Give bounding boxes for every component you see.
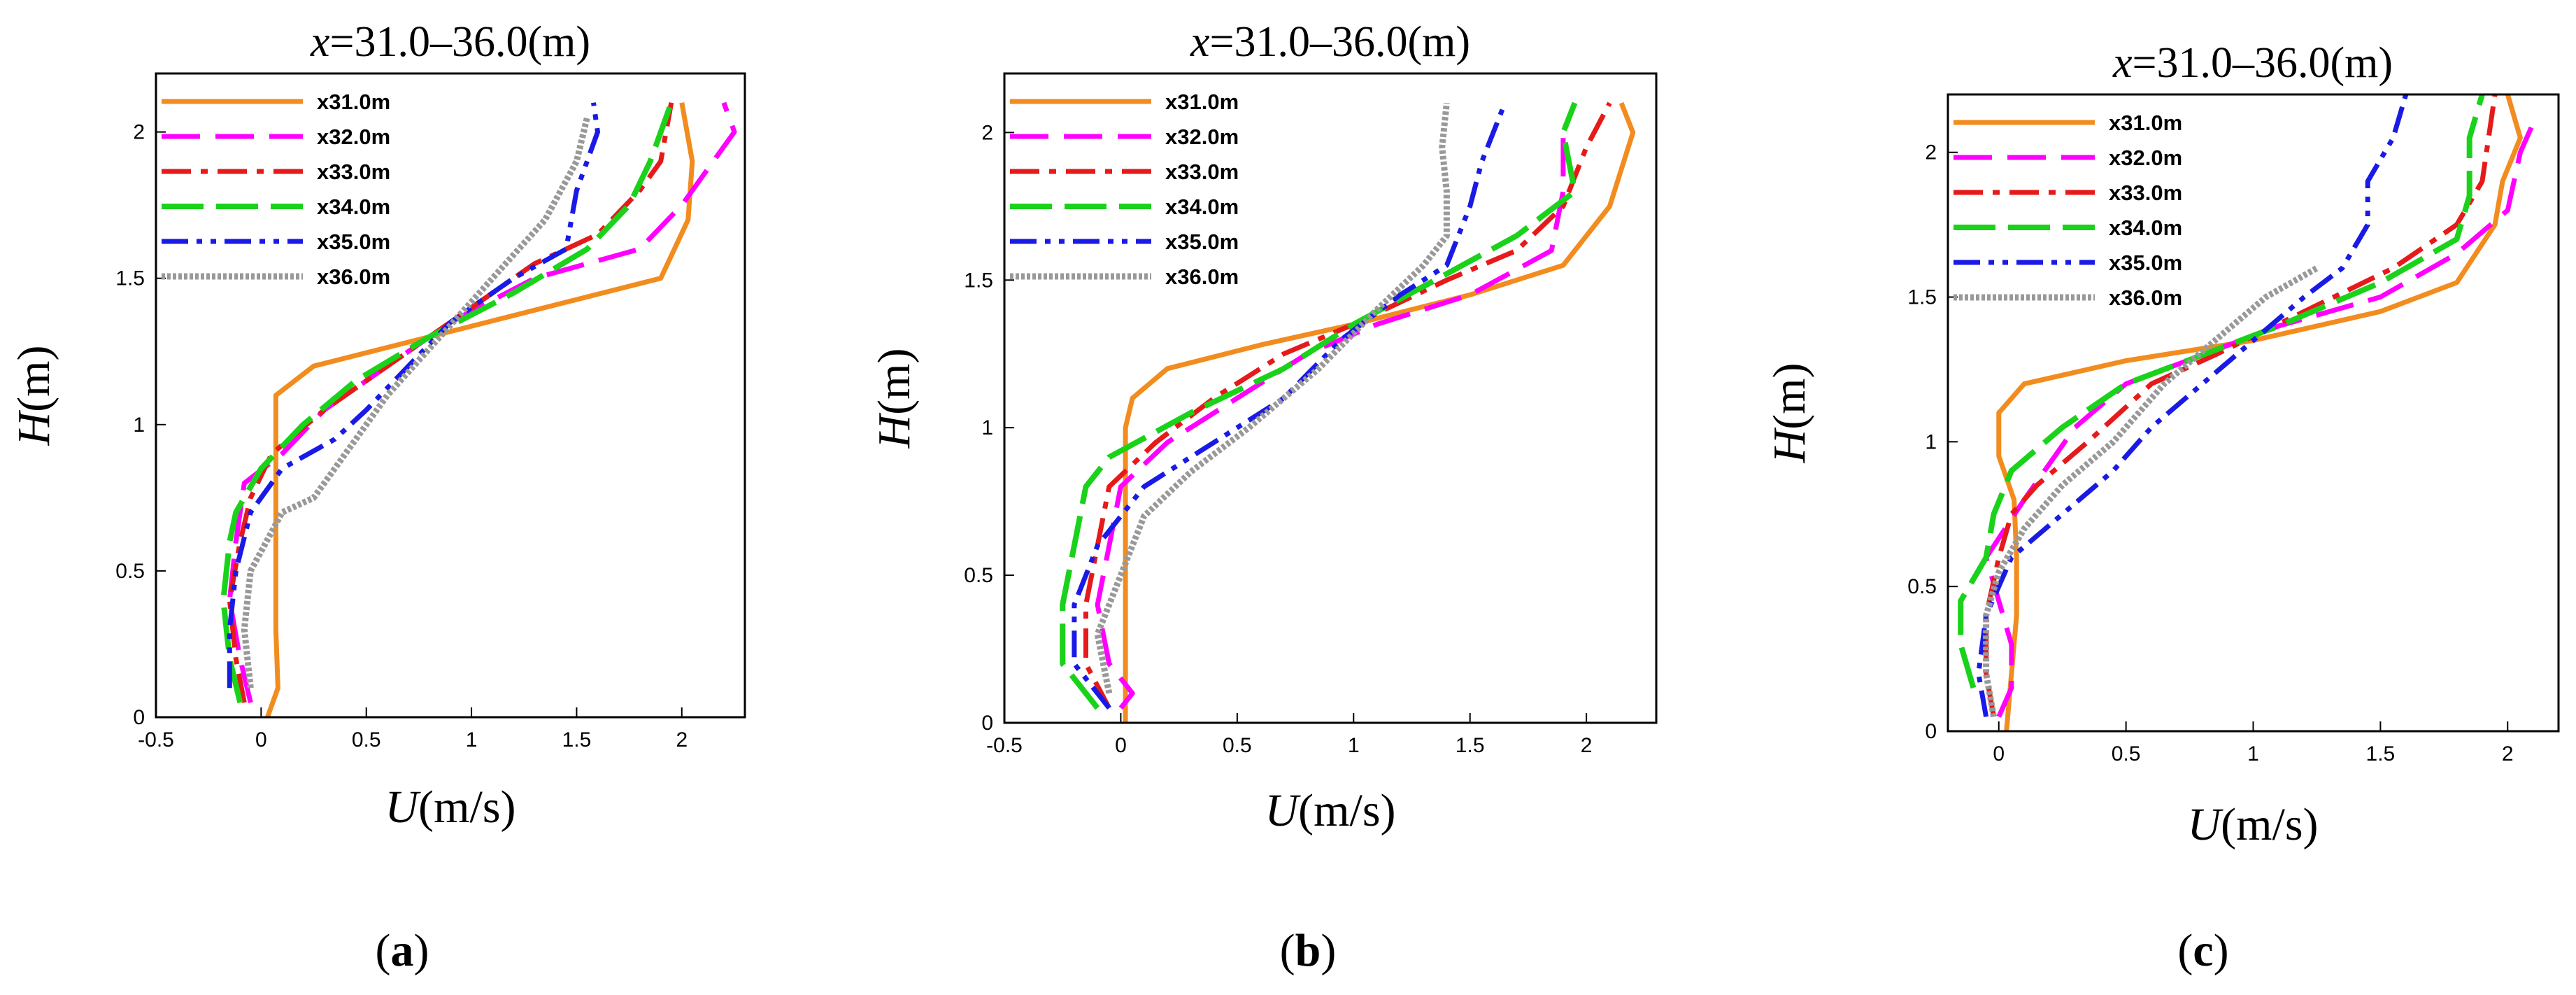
y-tick-label: 0.5 xyxy=(964,564,993,587)
legend-entry-x32-0m: x32.0m xyxy=(317,125,390,149)
x-tick-label: 1.5 xyxy=(562,728,592,751)
x-tick-label: 0 xyxy=(1115,734,1127,757)
chart-panel-1: -0.5 0 0.5 1 1.5 200.511.52x=31.0–36.0(m)U(m/… xyxy=(8,18,746,976)
x-tick-label: 2 xyxy=(2502,742,2514,765)
x-tick-label: 1 xyxy=(2247,742,2259,765)
legend-entry-x33-0m: x33.0m xyxy=(2109,181,2182,205)
series-line-x31-0m xyxy=(1996,94,2523,731)
series-line-x32-0m xyxy=(227,101,737,703)
series-group xyxy=(1060,101,1636,723)
legend-entry-x36-0m: x36.0m xyxy=(317,264,390,289)
series-line-x36-0m xyxy=(1983,265,2319,718)
legend-entry-x32-0m: x32.0m xyxy=(2109,146,2182,170)
y-tick-label: 1.5 xyxy=(115,267,145,290)
legend-entry-x36-0m: x36.0m xyxy=(2109,285,2182,310)
legend-entry-x35-0m: x35.0m xyxy=(317,230,390,254)
x-axis-label: U(m/s) xyxy=(385,782,516,833)
x-axis-label: U(m/s) xyxy=(2188,799,2319,850)
series-line-x33-0m xyxy=(227,102,674,703)
series-line-x31-0m xyxy=(265,102,695,717)
legend-entry-x32-0m: x32.0m xyxy=(1165,125,1239,149)
x-tick-label: 1.5 xyxy=(2366,742,2396,765)
x-tick-label: 2 xyxy=(676,728,688,751)
x-tick-label: 0 xyxy=(255,728,267,751)
legend-entry-x31-0m: x31.0m xyxy=(2109,111,2182,135)
y-axis-label: H(m) xyxy=(1764,363,1815,464)
series-line-x35-0m xyxy=(1072,101,1507,710)
series-line-x32-0m xyxy=(1984,122,2535,718)
y-tick-label: 1 xyxy=(981,416,993,439)
y-tick-label: 1.5 xyxy=(1907,286,1937,309)
panel-label: (a) xyxy=(376,925,429,976)
y-tick-label: 0.5 xyxy=(1907,575,1937,598)
chart-title: x=31.0–36.0(m) xyxy=(310,18,590,66)
series-line-x33-0m xyxy=(1984,94,2498,717)
series-line-x34-0m xyxy=(1060,101,1578,710)
plot-frame xyxy=(1003,72,1658,724)
chart-panel-3: 0 0.5 1 1.5 2 0 0.5 1 1.5 2 x=31.0–36.0(m) U(m/s) H(… xyxy=(1764,39,2560,976)
x-tick-label: 1.5 xyxy=(1456,734,1485,757)
x-tick-label: 0.5 xyxy=(1223,734,1252,757)
x-tick-label: 0 xyxy=(1993,742,2005,765)
x-tick-label: -0.5 xyxy=(986,734,1023,757)
y-tick-label: 2 xyxy=(1925,141,1937,164)
series-line-x34-0m xyxy=(1958,94,2485,689)
legend-entry-x35-0m: x35.0m xyxy=(1165,230,1239,254)
legend-entry-x31-0m: x31.0m xyxy=(317,90,390,114)
legend-entry-x34-0m: x34.0m xyxy=(317,195,390,219)
panel-label: (b) xyxy=(1280,925,1337,976)
x-axis-label: U(m/s) xyxy=(1265,785,1396,836)
series-group xyxy=(1958,94,2535,731)
y-tick-label: 0.5 xyxy=(115,560,145,583)
y-axis-label: H(m) xyxy=(869,348,920,449)
legend-entry-x36-0m: x36.0m xyxy=(1165,264,1239,289)
y-tick-label: 0 xyxy=(981,712,993,735)
series-line-x31-0m xyxy=(1123,101,1636,723)
legend-entry-x35-0m: x35.0m xyxy=(2109,250,2182,275)
panel-label: (c) xyxy=(2177,925,2228,976)
legend-entry-x31-0m: x31.0m xyxy=(1165,90,1239,114)
x-tick-label: 2 xyxy=(1581,734,1593,757)
plot-frame xyxy=(155,72,746,719)
legend: x31.0m x32.0m x33.0m x34.0m x35.0m x36.0m xyxy=(1954,111,2182,310)
y-tick-label: 1 xyxy=(133,414,145,437)
y-tick-label: 1 xyxy=(1925,430,1937,453)
legend-entry-x34-0m: x34.0m xyxy=(1165,195,1239,219)
series-line-x36-0m xyxy=(241,116,590,689)
series-line-x33-0m xyxy=(1083,101,1612,710)
chart-title: x=31.0–36.0(m) xyxy=(1190,18,1470,66)
series-line-x34-0m xyxy=(220,101,674,704)
y-axis-label: H(m) xyxy=(8,346,59,446)
series-line-x35-0m xyxy=(1976,94,2409,717)
legend-entry-x33-0m: x33.0m xyxy=(1165,160,1239,184)
x-tick-label: 1 xyxy=(1348,734,1360,757)
y-tick-label: 1.5 xyxy=(964,269,993,292)
legend: x31.0m x32.0m x33.0m x34.0m x35.0m x36.0m xyxy=(162,90,390,289)
series-line-x36-0m xyxy=(1094,102,1450,694)
y-tick-label: 2 xyxy=(133,121,145,144)
series-line-x35-0m xyxy=(227,102,600,689)
chart-title: x=31.0–36.0(m) xyxy=(2112,39,2393,87)
x-tick-label: 1 xyxy=(466,728,478,751)
legend: x31.0m x32.0m x33.0m x34.0m x35.0m x36.0m xyxy=(1010,90,1239,289)
y-tick-label: 2 xyxy=(981,121,993,144)
y-tick-label: 0 xyxy=(1925,720,1937,743)
x-tick-label: -0.5 xyxy=(138,728,174,751)
x-tick-label: 0.5 xyxy=(352,728,381,751)
legend-entry-x33-0m: x33.0m xyxy=(317,160,390,184)
chart-panel-2: -0.5 0 0.5 1 1.5 200.511.52x=31.0–36.0(m)U(m/… xyxy=(869,18,1658,976)
legend-entry-x34-0m: x34.0m xyxy=(2109,216,2182,240)
x-tick-label: 0.5 xyxy=(2112,742,2141,765)
series-line-x32-0m xyxy=(1095,101,1577,710)
series-group xyxy=(220,101,737,717)
y-tick-label: 0 xyxy=(133,706,145,729)
